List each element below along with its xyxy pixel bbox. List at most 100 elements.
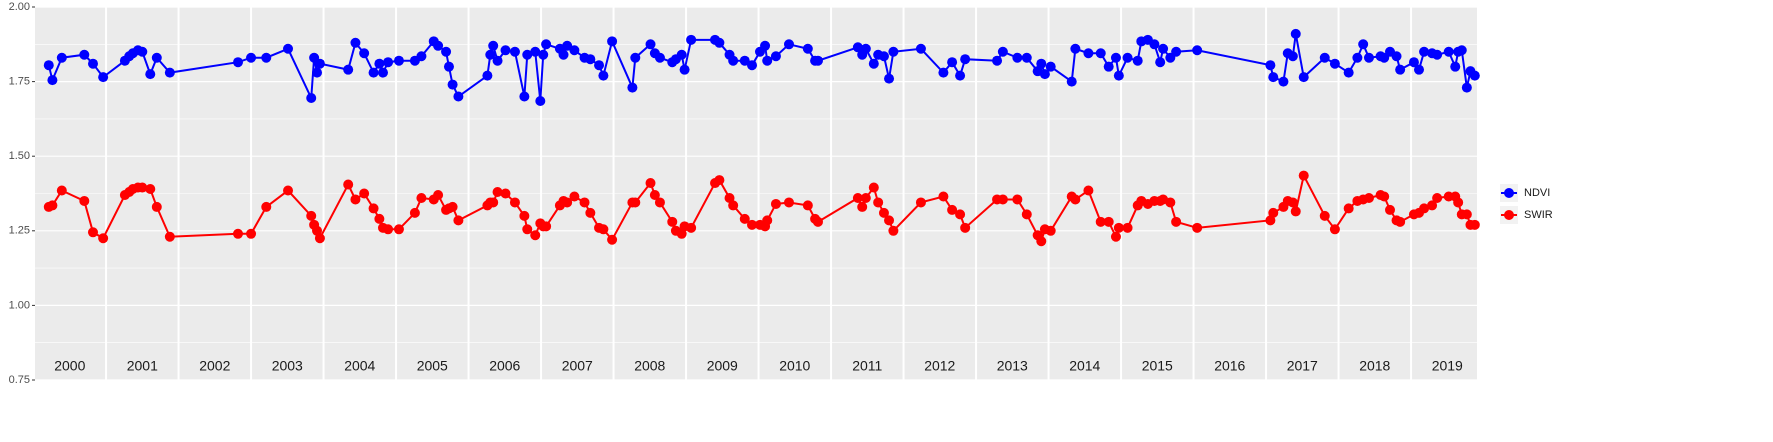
data-point xyxy=(530,230,541,241)
data-point xyxy=(433,40,444,51)
data-point xyxy=(374,58,385,69)
legend-label: NDVI xyxy=(1524,187,1550,199)
data-point xyxy=(569,45,580,56)
data-point xyxy=(1461,209,1472,220)
data-point xyxy=(852,192,863,203)
year-label: 2003 xyxy=(272,358,303,374)
data-point xyxy=(947,57,958,68)
year-label: 2013 xyxy=(997,358,1028,374)
data-point xyxy=(1083,185,1094,196)
data-point xyxy=(1453,197,1464,208)
data-point xyxy=(1021,52,1032,63)
data-point xyxy=(770,198,781,209)
data-point xyxy=(343,64,354,75)
legend-point xyxy=(1504,210,1514,220)
data-point xyxy=(1443,46,1454,57)
data-point xyxy=(1165,197,1176,208)
data-point xyxy=(1469,219,1480,230)
year-label: 2006 xyxy=(489,358,520,374)
data-point xyxy=(679,64,690,75)
data-point xyxy=(1379,191,1390,202)
year-label: 2002 xyxy=(199,358,230,374)
data-point xyxy=(1012,194,1023,205)
data-point xyxy=(87,227,98,238)
data-point xyxy=(585,207,596,218)
year-label: 2016 xyxy=(1214,358,1245,374)
data-point xyxy=(645,178,656,189)
data-point xyxy=(530,46,541,57)
y-tick-label: 1.50 xyxy=(9,150,30,162)
data-point xyxy=(1158,43,1169,54)
data-point xyxy=(747,60,758,71)
data-point xyxy=(164,67,175,78)
data-point xyxy=(350,37,361,48)
data-point xyxy=(306,93,317,104)
data-point xyxy=(232,228,243,239)
data-point xyxy=(878,51,889,62)
data-point xyxy=(232,57,243,68)
data-point xyxy=(686,34,697,45)
data-point xyxy=(1268,72,1279,83)
data-point xyxy=(1395,64,1406,75)
data-point xyxy=(812,55,823,66)
data-point xyxy=(1036,58,1047,69)
data-point xyxy=(1290,206,1301,217)
legend-label: SWIR xyxy=(1524,209,1553,221)
data-point xyxy=(359,188,370,199)
data-point xyxy=(519,91,530,102)
data-point xyxy=(728,200,739,211)
data-point xyxy=(1036,236,1047,247)
data-point xyxy=(1391,51,1402,62)
data-point xyxy=(1343,67,1354,78)
data-point xyxy=(884,73,895,84)
data-point xyxy=(312,67,323,78)
data-point xyxy=(1132,55,1143,66)
data-point xyxy=(997,194,1008,205)
data-point xyxy=(306,210,317,221)
data-point xyxy=(1039,69,1050,80)
data-point xyxy=(1287,197,1298,208)
data-point xyxy=(878,207,889,218)
year-label: 2015 xyxy=(1142,358,1173,374)
data-point xyxy=(676,49,687,60)
data-point xyxy=(1103,216,1114,227)
data-point xyxy=(151,52,162,63)
data-point xyxy=(1066,76,1077,87)
data-point xyxy=(1419,46,1430,57)
data-point xyxy=(47,200,58,211)
data-point xyxy=(1358,39,1369,50)
data-point xyxy=(1395,216,1406,227)
data-point xyxy=(1268,207,1279,218)
data-point xyxy=(1363,192,1374,203)
data-point xyxy=(368,203,379,214)
data-point xyxy=(1113,222,1124,233)
data-point xyxy=(1343,203,1354,214)
data-point xyxy=(654,52,665,63)
year-label: 2008 xyxy=(634,358,665,374)
data-point xyxy=(947,204,958,215)
data-point xyxy=(409,207,420,218)
data-point xyxy=(739,55,750,66)
data-point xyxy=(433,189,444,200)
data-point xyxy=(1070,43,1081,54)
data-point xyxy=(538,49,549,60)
year-label: 2017 xyxy=(1287,358,1318,374)
data-point xyxy=(137,46,148,57)
data-point xyxy=(762,55,773,66)
data-point xyxy=(98,233,109,244)
year-label: 2007 xyxy=(562,358,593,374)
data-point xyxy=(598,224,609,235)
data-point xyxy=(43,60,54,71)
data-point xyxy=(500,188,511,199)
data-point xyxy=(1171,216,1182,227)
year-label: 2014 xyxy=(1069,358,1100,374)
year-label: 2018 xyxy=(1359,358,1390,374)
data-point xyxy=(492,187,503,198)
data-point xyxy=(1419,203,1430,214)
data-point xyxy=(714,175,725,186)
data-point xyxy=(1045,225,1056,236)
data-point xyxy=(79,49,90,60)
data-point xyxy=(868,182,879,193)
data-point xyxy=(1432,49,1443,60)
